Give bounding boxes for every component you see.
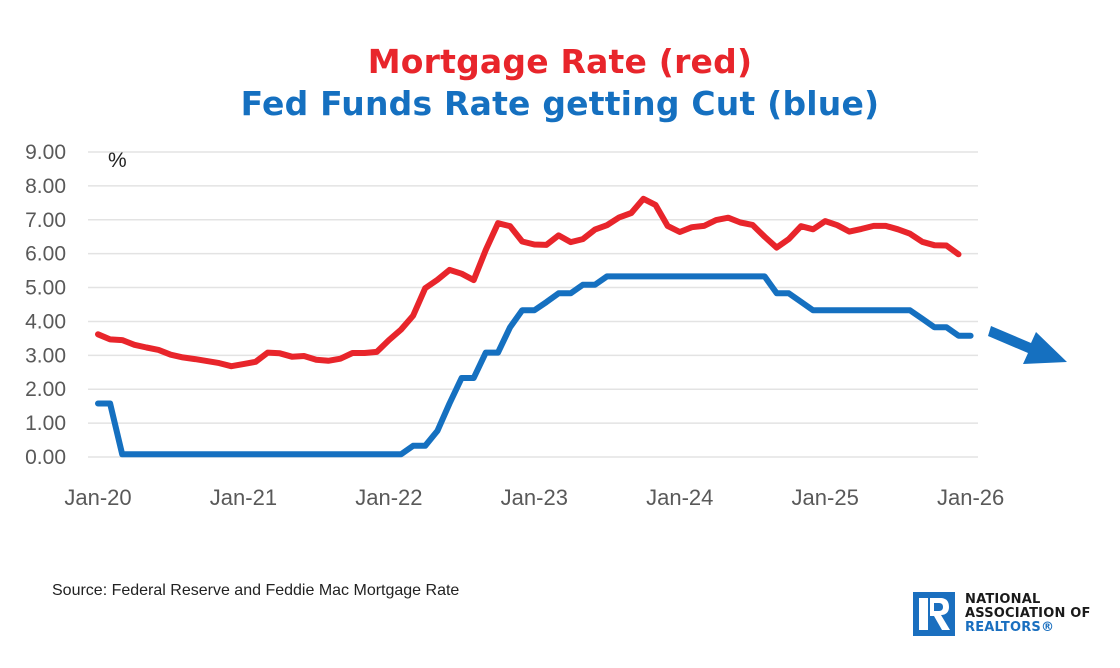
down-right-arrow-icon [988, 326, 1067, 364]
y-tick-label: 2.00 [25, 378, 66, 401]
y-tick-label: 0.00 [25, 446, 66, 469]
chart-subtitle: Fed Funds Rate getting Cut (blue) [240, 84, 880, 123]
x-tick-label: Jan-20 [64, 485, 131, 510]
logo-line-1: NATIONAL [965, 592, 1041, 607]
chart-title: Mortgage Rate (red) [367, 42, 753, 81]
y-tick-label: 4.00 [25, 310, 66, 333]
y-tick-label: 9.00 [25, 141, 66, 164]
realtor-r-icon [913, 592, 955, 636]
gridlines [88, 151, 978, 458]
x-axis-ticks: Jan-20 Jan-21 Jan-22 Jan-23 Jan-24 Jan-25 Jan-… [64, 485, 1004, 510]
logo-line-2: ASSOCIATION OF [965, 606, 1091, 621]
y-tick-label: 3.00 [25, 344, 66, 367]
x-tick-label: Jan-26 [937, 485, 1004, 510]
y-tick-label: 1.00 [25, 412, 66, 435]
y-axis-unit-label: % [108, 149, 127, 172]
x-tick-label: Jan-25 [792, 485, 859, 510]
y-tick-label: 6.00 [25, 243, 66, 266]
y-tick-label: 7.00 [25, 209, 66, 232]
nar-logo: NATIONAL ASSOCIATION OF REALTORS® [913, 592, 1091, 636]
logo-line-3: REALTORS® [965, 620, 1055, 635]
x-tick-label: Jan-23 [501, 485, 568, 510]
series-line-fed-funds-rate [95, 273, 974, 458]
x-tick-label: Jan-21 [210, 485, 277, 510]
y-tick-label: 8.00 [25, 175, 66, 198]
y-axis-ticks: 0.00 1.00 2.00 3.00 4.00 5.00 6.00 7.00 8.00 9.00 [25, 141, 66, 469]
arrow-shape [988, 326, 1067, 364]
series-lines [95, 195, 974, 458]
x-tick-label: Jan-22 [355, 485, 422, 510]
x-tick-label: Jan-24 [646, 485, 713, 510]
source-note: Source: Federal Reserve and Feddie Mac M… [52, 582, 460, 599]
y-tick-label: 5.00 [25, 277, 66, 300]
line-chart: 0.00 1.00 2.00 3.00 4.00 5.00 6.00 7.00 8.00 9.00… [25, 141, 1067, 510]
series-line-mortgage-rate [95, 195, 962, 370]
